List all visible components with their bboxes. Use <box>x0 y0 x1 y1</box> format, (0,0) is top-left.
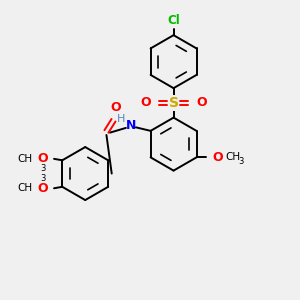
Text: O: O <box>110 101 121 114</box>
Text: CH: CH <box>17 154 32 164</box>
Text: S: S <box>169 96 178 110</box>
Text: 3: 3 <box>40 174 46 183</box>
Text: O: O <box>196 96 207 110</box>
Text: O: O <box>212 151 223 164</box>
Text: N: N <box>126 119 137 132</box>
Text: O: O <box>37 152 48 165</box>
Text: H: H <box>117 114 125 124</box>
Text: O: O <box>140 96 151 110</box>
Text: 3: 3 <box>238 157 243 166</box>
Text: CH: CH <box>17 183 32 193</box>
Text: CH: CH <box>225 152 240 162</box>
Text: 3: 3 <box>40 164 46 173</box>
Text: Cl: Cl <box>167 14 180 27</box>
Text: O: O <box>37 182 48 195</box>
